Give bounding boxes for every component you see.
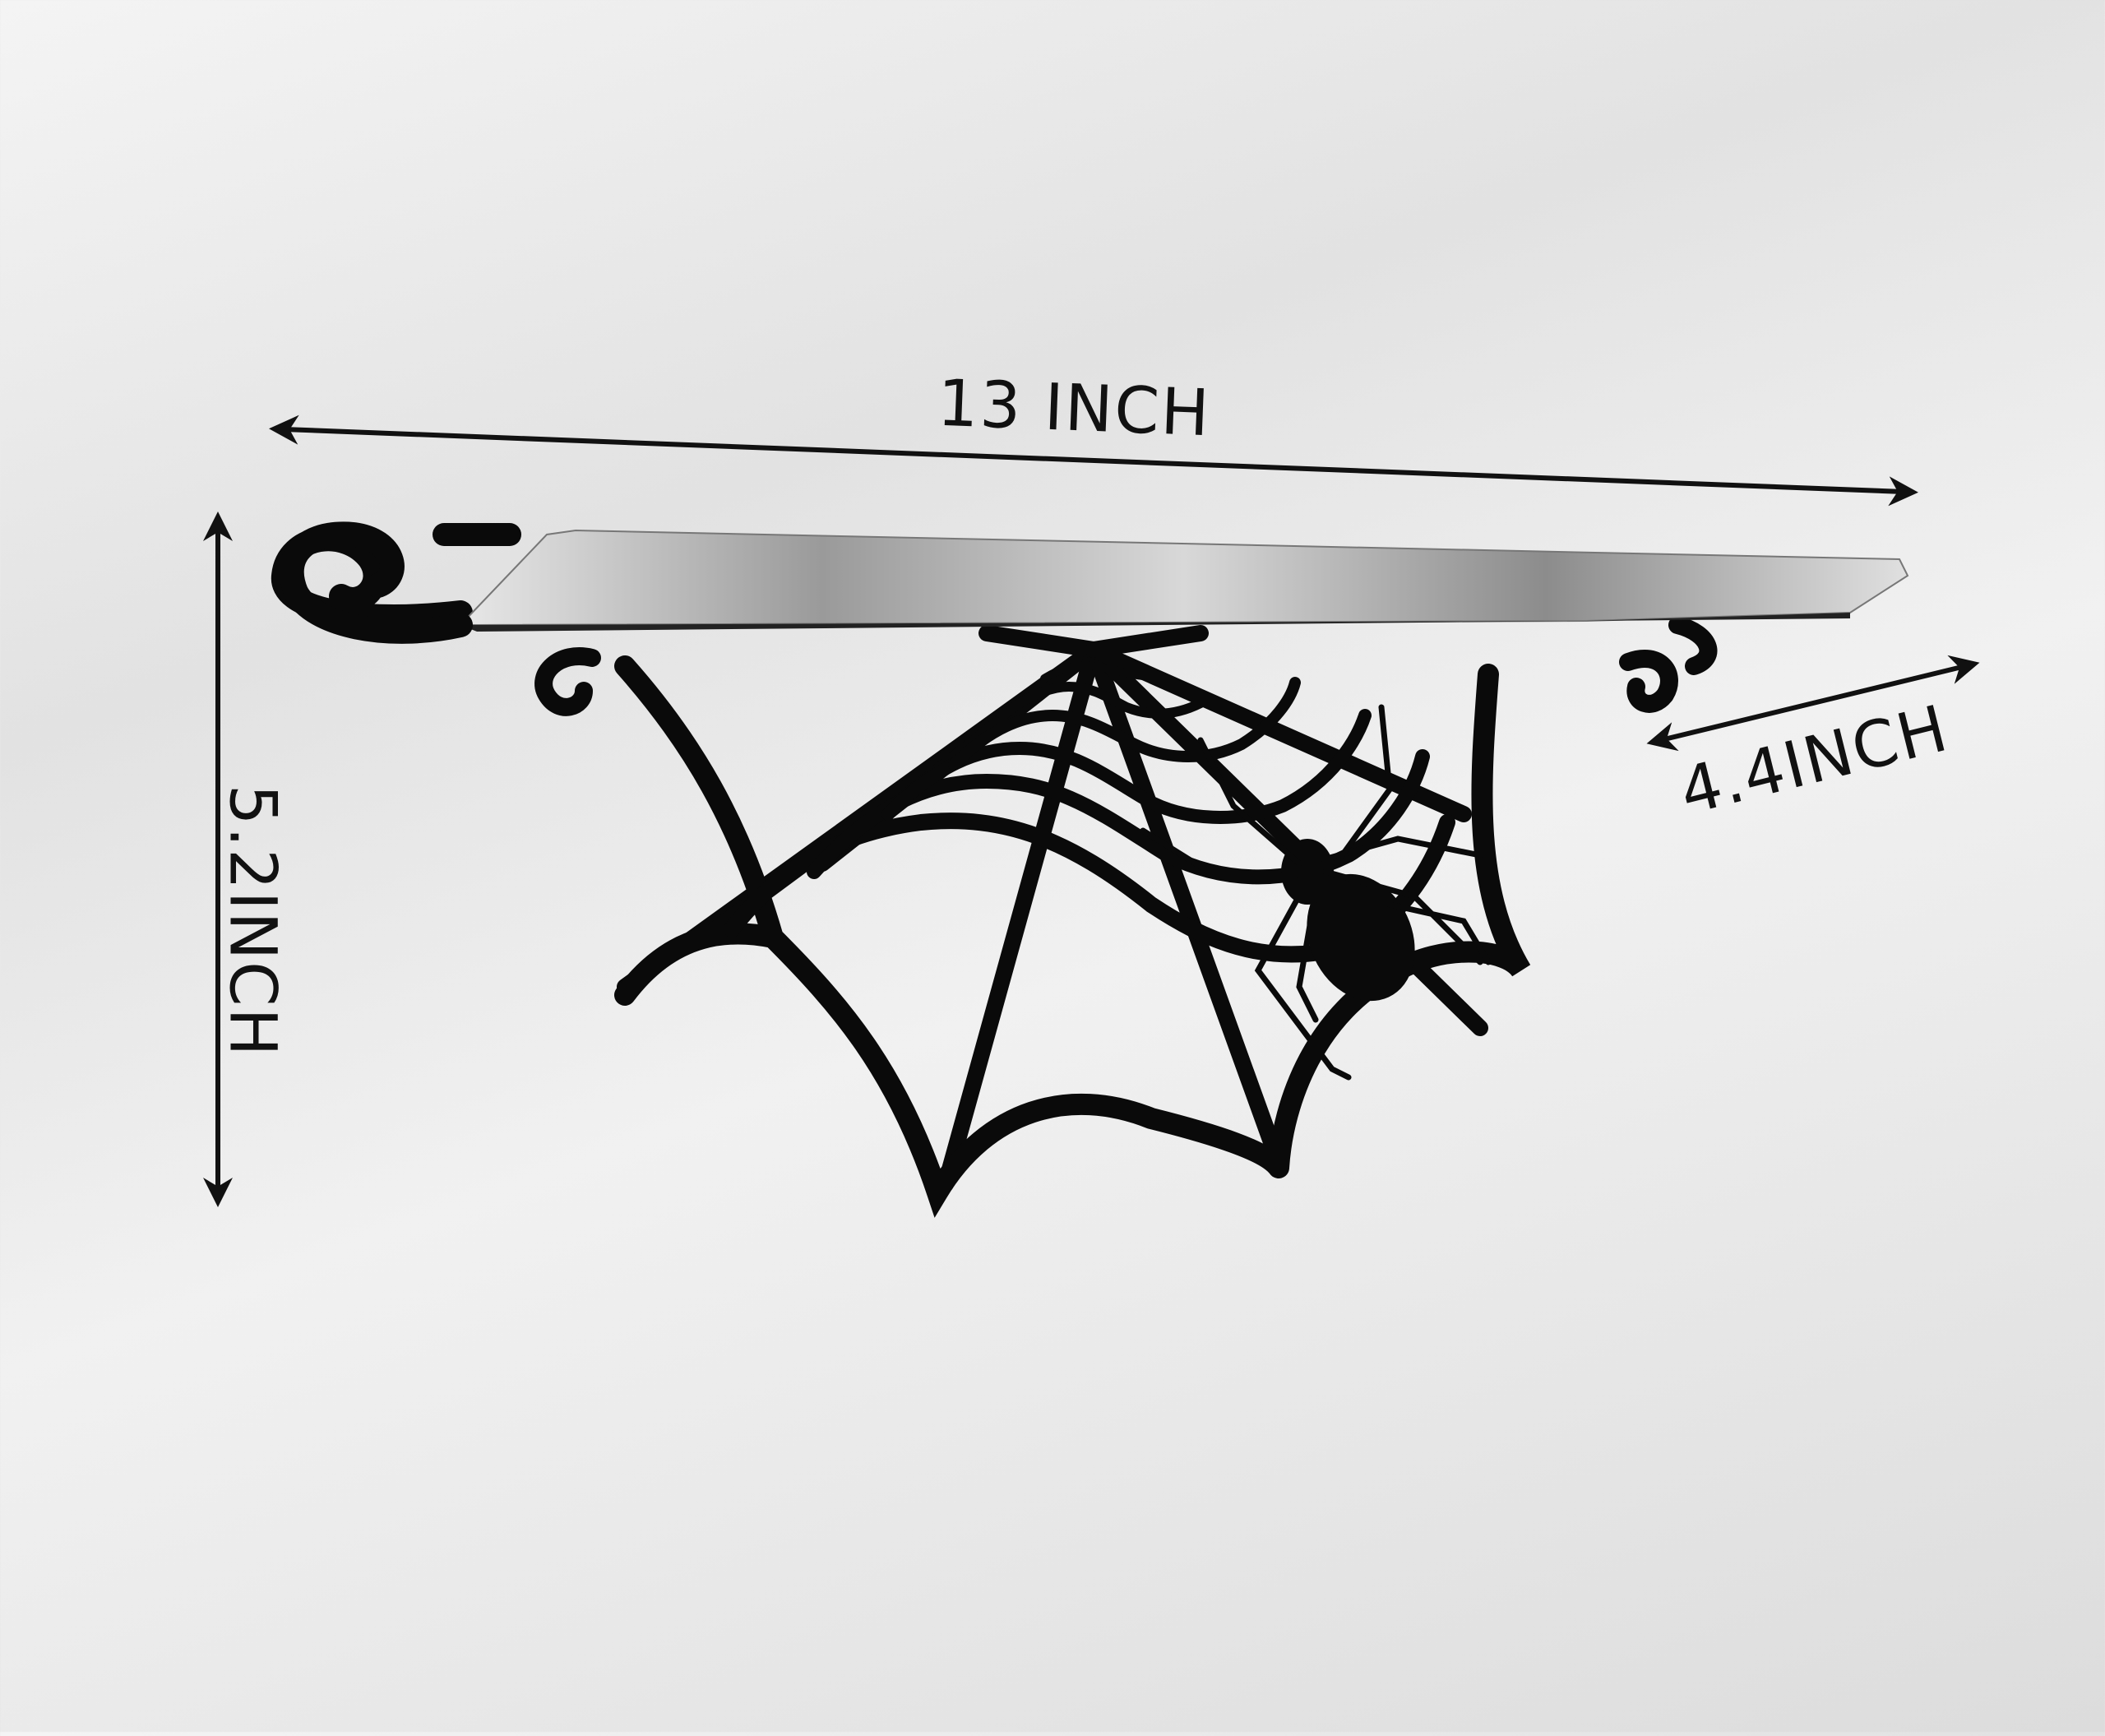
depth-arrow: [1646, 655, 1980, 752]
width-arrow: [269, 414, 1918, 507]
spider: [1140, 704, 1492, 1081]
left-scroll: [279, 521, 473, 644]
shelf-edge: [460, 613, 1850, 632]
height-label: 5.2INCH: [215, 784, 289, 1058]
bracket: [271, 523, 1718, 1218]
width-label: 13 INCH: [936, 366, 1213, 451]
shelf-plate: [458, 529, 1909, 626]
